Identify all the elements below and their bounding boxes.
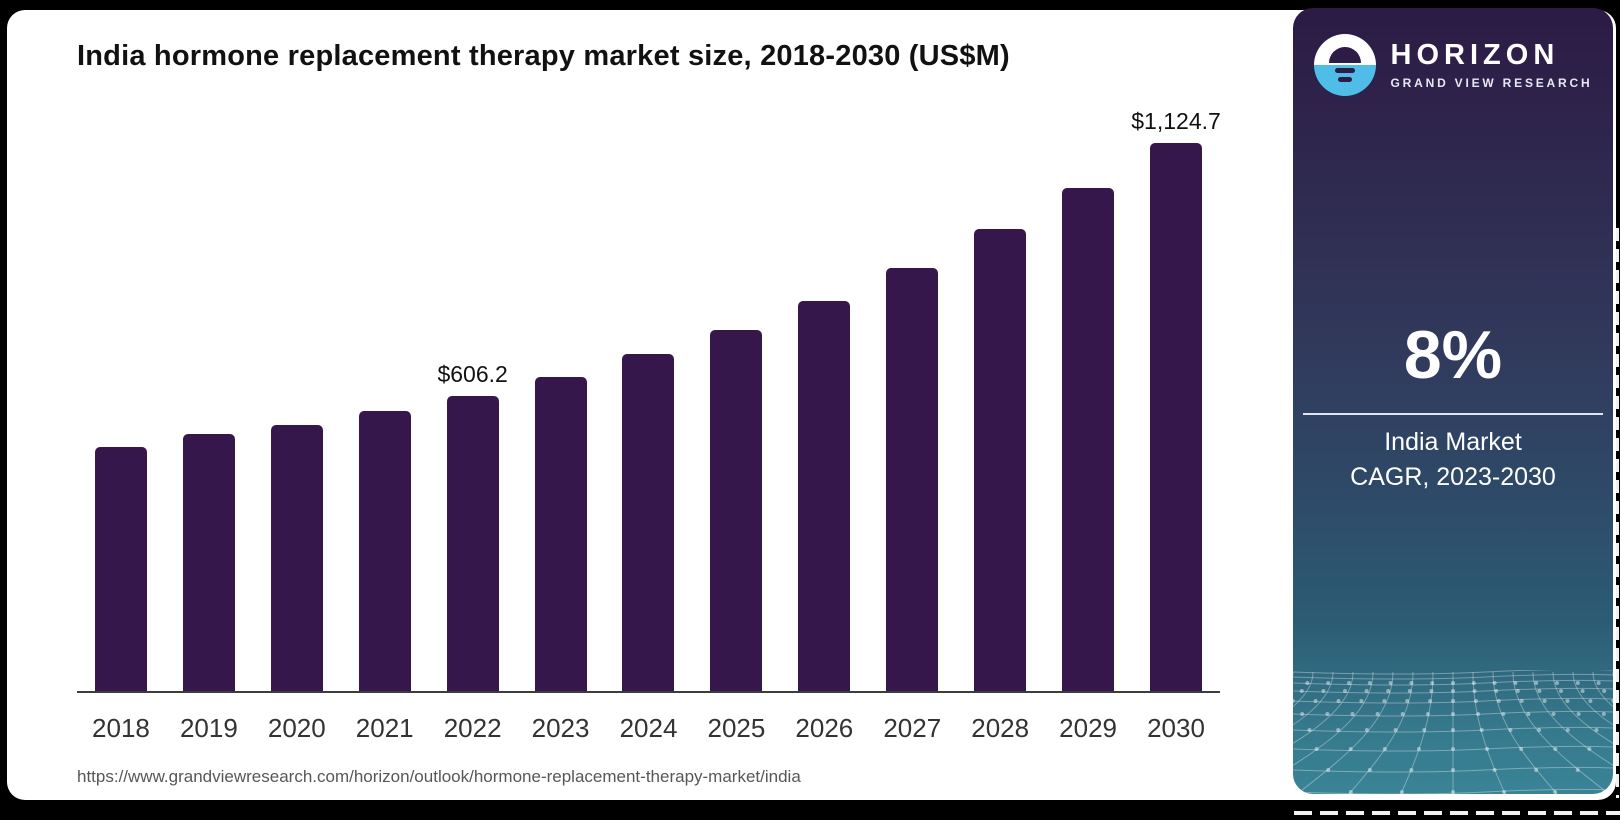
chart-title: India hormone replacement therapy market… xyxy=(77,40,1010,72)
brand-panel: HORIZON GRAND VIEW RESEARCH 8% India Mar… xyxy=(1293,8,1613,794)
bar-2025 xyxy=(710,330,763,691)
cagr-caption: India Market CAGR, 2023-2030 xyxy=(1293,425,1613,495)
bar-2026 xyxy=(798,301,851,691)
cagr-stat-block: 8% India Market CAGR, 2023-2030 xyxy=(1293,317,1613,495)
bar-2022 xyxy=(446,396,499,691)
bar-column-2018 xyxy=(77,447,165,691)
horizon-line-shape xyxy=(1337,77,1352,82)
bar-column-2028 xyxy=(956,229,1044,691)
bar-2027 xyxy=(886,268,939,691)
bar-column-2021 xyxy=(341,411,429,691)
bar-column-2026 xyxy=(780,301,868,691)
bar-column-2019 xyxy=(165,434,253,691)
bar-2028 xyxy=(974,229,1027,691)
x-tick-2025: 2025 xyxy=(707,713,766,743)
source-url: https://www.grandviewresearch.com/horizo… xyxy=(77,767,801,786)
bar-2029 xyxy=(1062,188,1115,691)
bar-column-2022: $606.2 xyxy=(429,361,517,691)
x-tick-2018: 2018 xyxy=(92,713,150,743)
bar-value-label-2022: $606.2 xyxy=(437,361,508,387)
brand-subtitle: GRAND VIEW RESEARCH xyxy=(1390,75,1593,90)
mesh-pattern xyxy=(1293,670,1613,794)
brand-name: HORIZON xyxy=(1390,39,1560,72)
sunrise-horizon-icon xyxy=(1313,34,1376,96)
x-tick-2030: 2030 xyxy=(1147,713,1205,743)
x-tick-2024: 2024 xyxy=(619,713,678,743)
x-tick-2021: 2021 xyxy=(355,713,414,743)
bar-2019 xyxy=(182,434,235,691)
plot-area: $606.2 $1,124.7 xyxy=(77,101,1221,693)
x-tick-2019: 2019 xyxy=(179,713,238,743)
brand-logo: HORIZON GRAND VIEW RESEARCH xyxy=(1293,34,1613,96)
bar-column-2030: $1,124.7 xyxy=(1131,108,1221,691)
brand-wordmark: HORIZON GRAND VIEW RESEARCH xyxy=(1390,39,1593,90)
bar-2024 xyxy=(622,354,675,691)
right-edge-dashes xyxy=(1616,228,1619,798)
bottom-edge-dashes xyxy=(1294,811,1620,815)
bar-column-2023 xyxy=(517,377,605,691)
bar-2023 xyxy=(534,377,587,691)
x-tick-2022: 2022 xyxy=(443,713,502,743)
cagr-caption-line1: India Market xyxy=(1384,428,1522,457)
x-axis-labels: 2018 2019 2020 2021 2022 2023 2024 2025 2026 2027… xyxy=(77,713,1220,744)
x-tick-2020: 2020 xyxy=(267,713,326,743)
bar-column-2029 xyxy=(1044,188,1132,691)
x-tick-2027: 2027 xyxy=(883,713,942,743)
x-tick-2029: 2029 xyxy=(1059,713,1118,743)
bar-column-2024 xyxy=(605,354,693,691)
cagr-value: 8% xyxy=(1403,317,1503,393)
bar-2021 xyxy=(358,411,411,691)
x-tick-2023: 2023 xyxy=(531,713,590,743)
bar-column-2025 xyxy=(692,330,780,691)
x-tick-2028: 2028 xyxy=(971,713,1030,743)
stat-divider xyxy=(1303,413,1603,416)
bar-column-2020 xyxy=(253,425,341,691)
x-tick-2026: 2026 xyxy=(795,713,854,743)
bar-2018 xyxy=(94,447,147,691)
bar-column-2027 xyxy=(868,268,956,691)
bar-2020 xyxy=(270,425,323,691)
sun-dome-shape xyxy=(1328,47,1361,63)
bar-value-label-2030: $1,124.7 xyxy=(1131,108,1221,134)
horizon-line-shape xyxy=(1334,68,1355,73)
cagr-caption-line2: CAGR, 2023-2030 xyxy=(1350,463,1556,492)
bar-2030 xyxy=(1150,143,1203,691)
